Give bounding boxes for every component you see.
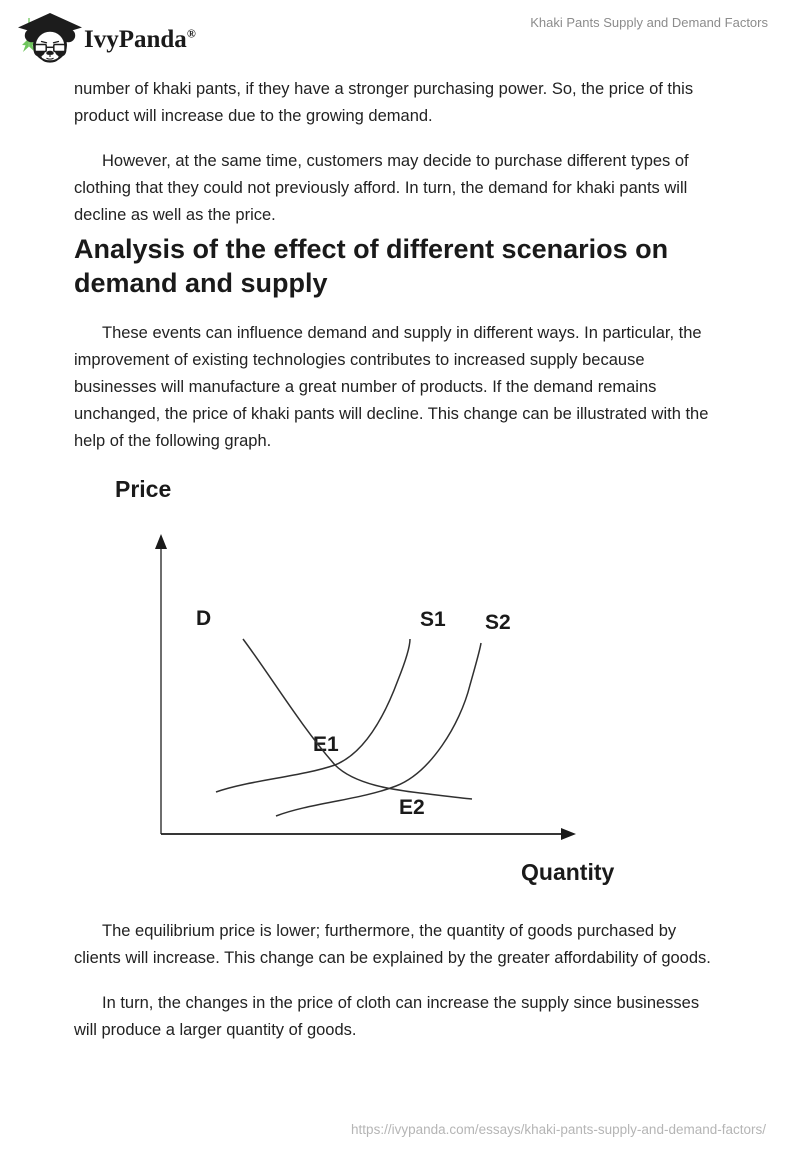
svg-text:Quantity: Quantity [521, 859, 614, 885]
svg-text:D: D [196, 607, 211, 630]
svg-text:Price: Price [115, 476, 171, 502]
svg-text:E2: E2 [399, 796, 425, 819]
svg-text:S2: S2 [485, 611, 511, 634]
svg-text:S1: S1 [420, 608, 446, 631]
svg-text:E1: E1 [313, 733, 339, 756]
